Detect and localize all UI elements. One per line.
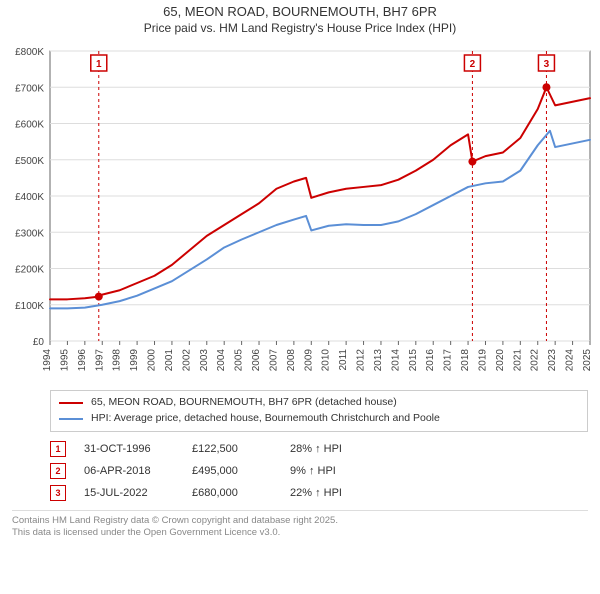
transaction-pct: 22% ↑ HPI	[290, 487, 380, 499]
transaction-row: 2 06-APR-2018 £495,000 9% ↑ HPI	[50, 460, 588, 482]
svg-text:£600K: £600K	[15, 120, 44, 131]
svg-text:2025: 2025	[582, 349, 593, 372]
transaction-row: 1 31-OCT-1996 £122,500 28% ↑ HPI	[50, 438, 588, 460]
svg-text:2001: 2001	[164, 349, 175, 372]
svg-text:1998: 1998	[112, 349, 123, 372]
chart-title-line2: Price paid vs. HM Land Registry's House …	[0, 21, 600, 35]
transaction-pct: 9% ↑ HPI	[290, 465, 380, 477]
transaction-marker: 2	[50, 463, 66, 479]
svg-text:2014: 2014	[390, 349, 401, 372]
transaction-price: £495,000	[192, 465, 272, 477]
svg-text:3: 3	[544, 59, 550, 70]
legend-box: 65, MEON ROAD, BOURNEMOUTH, BH7 6PR (det…	[50, 390, 588, 432]
svg-text:2016: 2016	[425, 349, 436, 372]
svg-text:2021: 2021	[512, 349, 523, 372]
disclaimer-line2: This data is licensed under the Open Gov…	[12, 527, 588, 539]
svg-text:2010: 2010	[321, 349, 332, 372]
line-chart-svg: £0 £100K £200K £300K £400K £500K £600K £700K £80…	[0, 41, 600, 381]
svg-text:£700K: £700K	[15, 83, 44, 94]
svg-text:£200K: £200K	[15, 265, 44, 276]
svg-text:2006: 2006	[251, 349, 262, 372]
transaction-date: 15-JUL-2022	[84, 487, 174, 499]
svg-text:2015: 2015	[408, 349, 419, 372]
transaction-marker: 3	[50, 485, 66, 501]
svg-text:2009: 2009	[303, 349, 314, 372]
transaction-date: 06-APR-2018	[84, 465, 174, 477]
svg-text:£500K: £500K	[15, 156, 44, 167]
svg-text:2023: 2023	[547, 349, 558, 372]
svg-text:2019: 2019	[477, 349, 488, 372]
legend-label: HPI: Average price, detached house, Bour…	[91, 411, 440, 427]
svg-text:£300K: £300K	[15, 228, 44, 239]
svg-text:2000: 2000	[147, 349, 158, 372]
legend-item-1: HPI: Average price, detached house, Bour…	[59, 411, 579, 427]
svg-text:£100K: £100K	[15, 301, 44, 312]
svg-text:£400K: £400K	[15, 192, 44, 203]
disclaimer-line1: Contains HM Land Registry data © Crown c…	[12, 515, 588, 527]
chart-title-line1: 65, MEON ROAD, BOURNEMOUTH, BH7 6PR	[0, 4, 600, 19]
transactions-table: 1 31-OCT-1996 £122,500 28% ↑ HPI 2 06-APR-201…	[50, 438, 588, 504]
svg-text:£0: £0	[33, 337, 45, 348]
svg-text:2: 2	[470, 59, 476, 70]
legend-label: 65, MEON ROAD, BOURNEMOUTH, BH7 6PR (det…	[91, 395, 397, 411]
transaction-pct: 28% ↑ HPI	[290, 443, 380, 455]
svg-text:1997: 1997	[94, 349, 105, 372]
transaction-date: 31-OCT-1996	[84, 443, 174, 455]
svg-text:1999: 1999	[129, 349, 140, 372]
legend-swatch	[59, 418, 83, 420]
svg-text:2011: 2011	[338, 349, 349, 371]
svg-text:2012: 2012	[356, 349, 367, 372]
svg-text:2022: 2022	[530, 349, 541, 372]
svg-text:2020: 2020	[495, 349, 506, 372]
svg-text:2013: 2013	[373, 349, 384, 372]
transaction-price: £122,500	[192, 443, 272, 455]
svg-text:1: 1	[96, 59, 102, 70]
svg-text:£800K: £800K	[15, 47, 44, 58]
svg-text:2004: 2004	[216, 349, 227, 372]
svg-text:2002: 2002	[181, 349, 192, 372]
transaction-marker: 1	[50, 441, 66, 457]
legend-item-0: 65, MEON ROAD, BOURNEMOUTH, BH7 6PR (det…	[59, 395, 579, 411]
disclaimer: Contains HM Land Registry data © Crown c…	[12, 510, 588, 540]
svg-text:2017: 2017	[443, 349, 454, 372]
svg-text:1995: 1995	[59, 349, 70, 372]
transaction-price: £680,000	[192, 487, 272, 499]
svg-text:1996: 1996	[77, 349, 88, 372]
svg-text:1994: 1994	[42, 349, 53, 372]
transaction-row: 3 15-JUL-2022 £680,000 22% ↑ HPI	[50, 482, 588, 504]
svg-text:2018: 2018	[460, 349, 471, 372]
chart-area: £0 £100K £200K £300K £400K £500K £600K £700K £80…	[0, 41, 600, 384]
svg-text:2005: 2005	[234, 349, 245, 372]
svg-text:2008: 2008	[286, 349, 297, 372]
legend-swatch	[59, 402, 83, 404]
svg-text:2007: 2007	[268, 349, 279, 372]
svg-text:2024: 2024	[565, 349, 576, 372]
svg-text:2003: 2003	[199, 349, 210, 372]
